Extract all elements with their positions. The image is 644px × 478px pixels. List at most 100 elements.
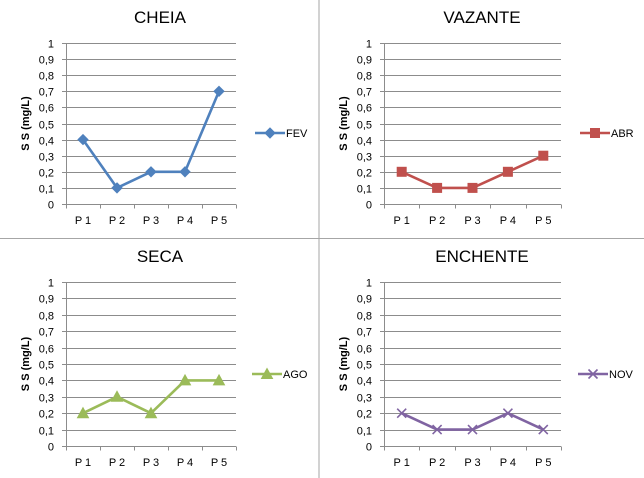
y-axis-label: S S (mg/L)	[20, 336, 32, 391]
x-tick-label: P 1	[75, 215, 91, 227]
y-tick-label: 0,6	[39, 103, 54, 115]
x-tick-label: P 5	[535, 215, 551, 227]
y-tick-label: 0	[48, 442, 54, 454]
data-point	[538, 424, 549, 435]
y-tick-label: 0	[366, 200, 372, 212]
legend-marker	[587, 368, 599, 380]
data-point	[178, 373, 192, 386]
legend: FEV	[255, 127, 308, 140]
y-tick-label: 0,6	[357, 344, 372, 356]
y-tick-label: 1	[366, 39, 372, 51]
data-point	[432, 182, 443, 193]
x-tick-label: P 2	[429, 457, 445, 469]
y-tick-label: 0,1	[357, 426, 372, 438]
y-tick-label: 0,3	[39, 393, 54, 405]
legend-label: AGO	[283, 369, 308, 381]
chart-panel-enchente: ENCHENTE S S (mg/L) 0 0,1 0,2 0,3 0,4 0,5 0,6 0,7…	[338, 247, 634, 469]
y-tick-label: 0,3	[357, 152, 372, 164]
x-tick-label: P 4	[500, 457, 516, 469]
legend: AGO	[252, 367, 308, 381]
y-tick-label: 0,5	[39, 360, 54, 372]
y-tick-label: 0,1	[39, 426, 54, 438]
y-tick-label: 0,9	[357, 294, 372, 306]
x-tick-label: P 5	[211, 215, 227, 227]
chart-title: ENCHENTE	[435, 247, 529, 266]
y-tick-label: 0,1	[39, 184, 54, 196]
y-tick-label: 0,7	[357, 87, 372, 99]
y-tick-label: 0,4	[39, 136, 54, 148]
data-point	[213, 85, 225, 98]
data-point	[144, 406, 158, 419]
y-tick-label: 0,9	[39, 55, 54, 67]
y-tick-label: 0,5	[39, 120, 54, 132]
chart-panel-seca: SECA S S (mg/L) 0 0,1 0,2 0,3 0,4 0,5 0,6 0,7 0,8 0…	[20, 247, 308, 469]
y-tick-label: 0,2	[357, 409, 372, 421]
chart-title: VAZANTE	[443, 8, 520, 27]
x-tick-label: P 2	[429, 215, 445, 227]
x-tick-label: P 3	[143, 215, 159, 227]
legend-marker	[260, 367, 274, 379]
data-point	[502, 166, 513, 177]
data-point	[77, 133, 89, 146]
x-tick-label: P 1	[75, 457, 91, 469]
data-point	[467, 182, 478, 193]
data-point	[396, 408, 407, 419]
legend-marker	[264, 127, 276, 139]
y-axis-label: S S (mg/L)	[20, 96, 32, 151]
y-tick-label: 0,5	[357, 120, 372, 132]
x-tick-label: P 4	[177, 457, 193, 469]
y-tick-label: 0,4	[39, 376, 54, 388]
data-point	[76, 406, 90, 419]
x-tick-label: P 2	[109, 215, 125, 227]
data-point	[111, 182, 123, 194]
y-tick-label: 0,6	[357, 103, 372, 115]
y-tick-label: 0,2	[39, 409, 54, 421]
x-tick-label: P 2	[109, 457, 125, 469]
x-tick-label: P 5	[211, 457, 227, 469]
chart-title: CHEIA	[134, 8, 187, 27]
series-line-nov	[401, 411, 544, 431]
legend-label: NOV	[609, 369, 634, 381]
x-tick-label: P 1	[394, 457, 410, 469]
y-axis-label: S S (mg/L)	[338, 336, 350, 391]
legend-label: ABR	[611, 128, 634, 140]
data-point	[538, 150, 549, 161]
x-tick-label: P 5	[535, 457, 551, 469]
y-tick-label: 0,7	[357, 327, 372, 339]
y-tick-label: 0,7	[39, 327, 54, 339]
y-tick-label: 0,5	[357, 360, 372, 372]
y-tick-label: 0,8	[357, 71, 372, 83]
chart-panel-cheia: CHEIA S S (mg/L) 0 0,1 0,2 0,3 0,4 0,5 0,6 0,7 0,8…	[20, 8, 308, 227]
y-tick-label: 0,4	[357, 136, 372, 148]
data-point	[432, 424, 443, 435]
x-tick-label: P 4	[500, 215, 516, 227]
data-point	[212, 373, 226, 386]
data-point	[110, 390, 124, 402]
legend-marker	[590, 128, 600, 138]
y-tick-label: 0	[48, 200, 54, 212]
y-tick-label: 1	[366, 278, 372, 290]
y-tick-label: 0,6	[39, 344, 54, 356]
y-tick-label: 0,8	[357, 311, 372, 323]
y-tick-label: 1	[48, 278, 54, 290]
legend-label: FEV	[286, 128, 308, 140]
data-point	[179, 166, 191, 178]
legend: NOV	[578, 368, 634, 381]
y-tick-label: 0,9	[39, 294, 54, 306]
data-point	[396, 166, 407, 177]
data-point	[145, 166, 157, 178]
chart-panel-vazante: VAZANTE S S (mg/L) 0 0,1 0,2 0,3 0,4 0,5 0,6 0,7 0…	[338, 8, 634, 227]
y-tick-label: 0,8	[39, 311, 54, 323]
x-tick-label: P 1	[394, 215, 410, 227]
y-tick-label: 0,9	[357, 55, 372, 67]
chart-title: SECA	[137, 247, 184, 266]
y-tick-label: 0,3	[357, 393, 372, 405]
y-tick-label: 0,7	[39, 87, 54, 99]
data-point	[467, 424, 478, 435]
legend: ABR	[580, 128, 634, 140]
y-tick-label: 0,4	[357, 376, 372, 388]
y-tick-label: 0,8	[39, 71, 54, 83]
y-tick-label: 0,2	[39, 168, 54, 180]
y-tick-label: 0,3	[39, 152, 54, 164]
